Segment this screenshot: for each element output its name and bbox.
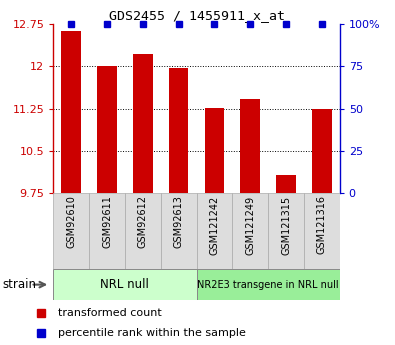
Bar xyxy=(276,175,296,193)
Text: GSM92612: GSM92612 xyxy=(138,196,148,248)
Text: GSM121249: GSM121249 xyxy=(245,196,255,255)
Text: GSM92613: GSM92613 xyxy=(174,196,184,248)
Bar xyxy=(61,31,81,193)
Text: percentile rank within the sample: percentile rank within the sample xyxy=(58,328,245,338)
Bar xyxy=(268,193,304,269)
Bar xyxy=(205,108,224,193)
Bar xyxy=(89,193,125,269)
Bar xyxy=(53,269,197,300)
Bar xyxy=(197,269,340,300)
Text: NRL null: NRL null xyxy=(100,278,149,291)
Text: GSM121316: GSM121316 xyxy=(317,196,327,255)
Bar xyxy=(197,193,232,269)
Text: GSM121242: GSM121242 xyxy=(209,196,219,255)
Bar xyxy=(304,193,340,269)
Bar xyxy=(169,68,188,193)
Text: NR2E3 transgene in NRL null: NR2E3 transgene in NRL null xyxy=(197,280,339,289)
Bar xyxy=(232,193,268,269)
Bar xyxy=(125,193,161,269)
Bar xyxy=(97,67,117,193)
Bar xyxy=(53,193,89,269)
Text: GSM92610: GSM92610 xyxy=(66,196,76,248)
Bar xyxy=(312,109,332,193)
Text: GSM121315: GSM121315 xyxy=(281,196,291,255)
Text: strain: strain xyxy=(2,278,36,291)
Text: transformed count: transformed count xyxy=(58,308,161,318)
Bar xyxy=(133,54,152,193)
Bar xyxy=(241,99,260,193)
Bar xyxy=(161,193,197,269)
Text: GSM92611: GSM92611 xyxy=(102,196,112,248)
Title: GDS2455 / 1455911_x_at: GDS2455 / 1455911_x_at xyxy=(109,9,284,22)
